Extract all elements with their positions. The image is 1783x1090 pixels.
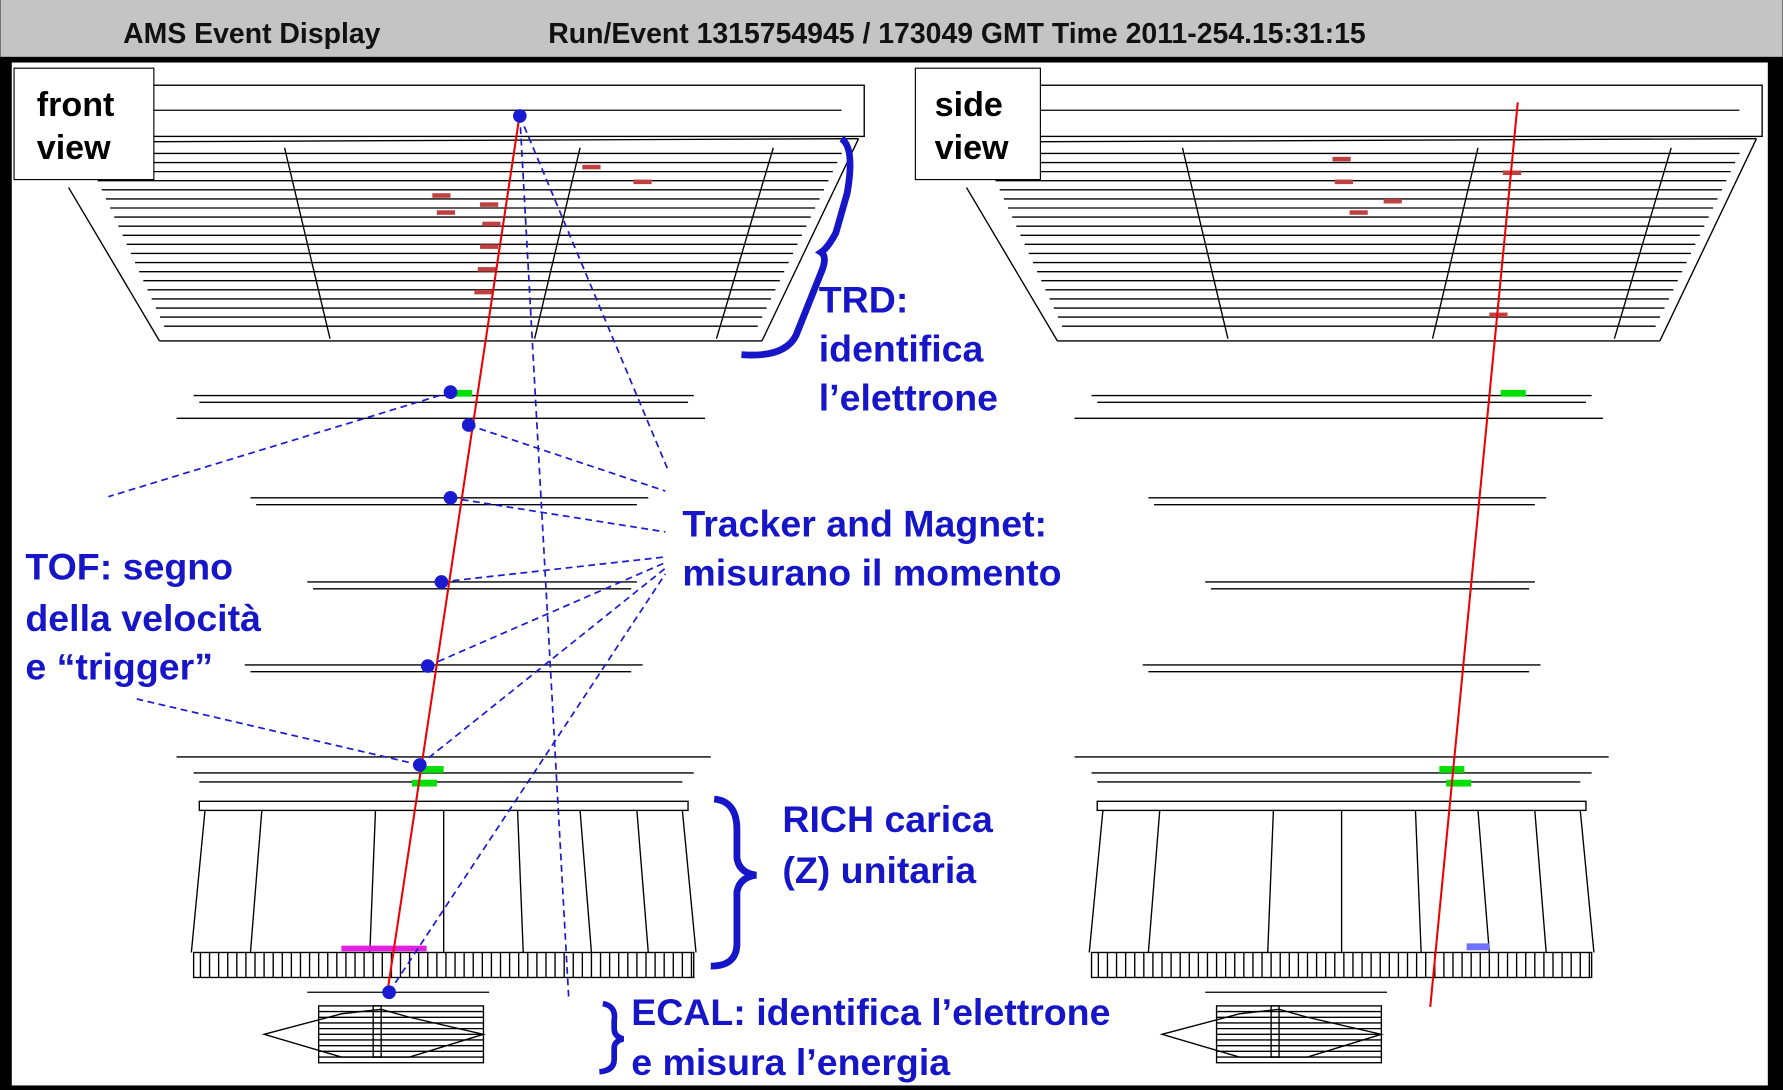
trd-hit (1335, 180, 1353, 185)
trd-hit (480, 244, 498, 249)
annotation: TOF: segno (25, 546, 233, 588)
tof-hit (1501, 390, 1526, 397)
annotation: (Z) unitaria (782, 849, 977, 891)
event-display: AMS Event Display Run/Event 1315754945 /… (0, 0, 1783, 1090)
view-label: front (37, 86, 115, 124)
view-label: view (935, 129, 1009, 167)
trd-hit (1333, 157, 1351, 162)
view-label: side (935, 86, 1003, 124)
trd-hit (480, 202, 498, 207)
annotation: e “trigger” (25, 646, 213, 688)
trd-hit (474, 290, 492, 295)
annotation: della velocità (25, 597, 261, 639)
tof-hit (412, 780, 437, 787)
annotation: Tracker and Magnet: (682, 502, 1047, 544)
annotation: e misura l’energia (631, 1041, 951, 1083)
trd-hit (1384, 199, 1402, 204)
annotation: TRD: (819, 279, 909, 321)
annotation: RICH carica (782, 798, 994, 840)
annotation: ECAL: identifica l’elettrone (631, 991, 1110, 1033)
hit-point (444, 385, 458, 399)
rich-hit (1467, 943, 1490, 950)
rich-hit (341, 946, 426, 952)
trd-hit (478, 267, 496, 272)
trd-hit (437, 210, 455, 215)
header-title: AMS Event Display (123, 18, 381, 50)
header-run-info: Run/Event 1315754945 / 173049 GMT Time 2… (548, 18, 1365, 50)
trd-hit (432, 193, 450, 198)
view-label: view (37, 129, 111, 167)
trd-hit (1350, 210, 1368, 215)
trd-hit (633, 180, 651, 185)
trd-hit (1489, 313, 1507, 318)
annotation: identifica (819, 327, 985, 369)
annotation: misurano il momento (682, 551, 1061, 593)
tof-hit (1439, 766, 1464, 773)
trd-hit (582, 165, 600, 170)
annotation: l’elettrone (819, 376, 998, 418)
tof-hit (1446, 780, 1471, 787)
trd-hit (482, 222, 500, 227)
